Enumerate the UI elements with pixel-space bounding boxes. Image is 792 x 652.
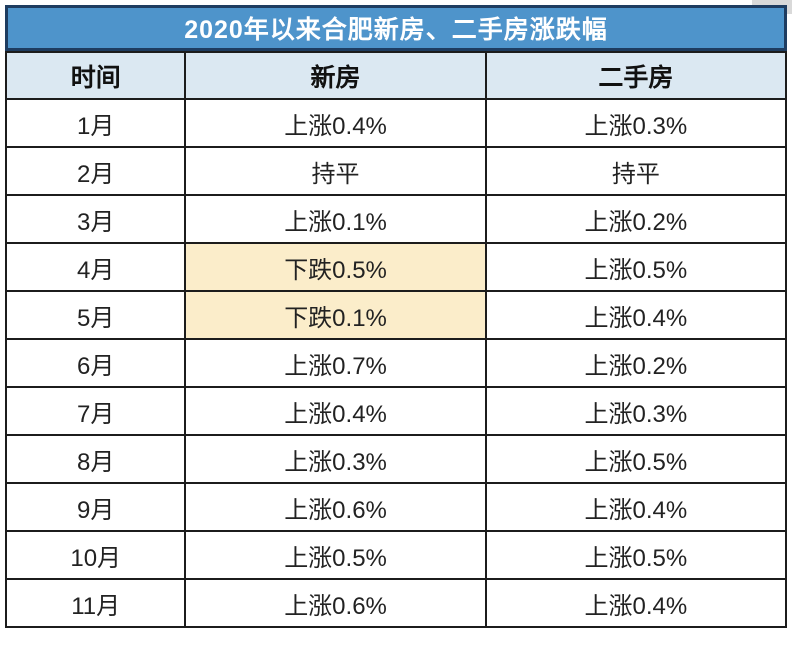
second-hand-cell: 上涨0.4% — [484, 578, 788, 628]
month-cell: 11月 — [4, 578, 187, 628]
month-cell: 5月 — [4, 290, 187, 340]
second-hand-cell: 上涨0.3% — [484, 386, 788, 436]
table-row: 11月 上涨0.6% 上涨0.4% — [4, 578, 788, 628]
new-home-cell: 上涨0.7% — [184, 338, 487, 388]
month-cell: 10月 — [4, 530, 187, 580]
month-cell: 7月 — [4, 386, 187, 436]
second-hand-cell: 持平 — [484, 146, 788, 196]
table-row: 1月 上涨0.4% 上涨0.3% — [4, 98, 788, 148]
month-cell: 3月 — [4, 194, 187, 244]
table-row: 3月 上涨0.1% 上涨0.2% — [4, 194, 788, 244]
second-hand-cell: 上涨0.3% — [484, 98, 788, 148]
column-header-new-home: 新房 — [184, 51, 487, 100]
second-hand-cell: 上涨0.4% — [484, 482, 788, 532]
new-home-cell: 上涨0.3% — [184, 434, 487, 484]
table-row: 7月 上涨0.4% 上涨0.3% — [4, 386, 788, 436]
new-home-cell: 上涨0.6% — [184, 482, 487, 532]
second-hand-cell: 上涨0.5% — [484, 242, 788, 292]
month-cell: 2月 — [4, 146, 187, 196]
table-row: 6月 上涨0.7% 上涨0.2% — [4, 338, 788, 388]
new-home-cell: 下跌0.1% — [184, 290, 487, 340]
table-row: 2月 持平 持平 — [4, 146, 788, 196]
table-row: 5月 下跌0.1% 上涨0.4% — [4, 290, 788, 340]
new-home-cell: 上涨0.4% — [184, 386, 487, 436]
table-row: 9月 上涨0.6% 上涨0.4% — [4, 482, 788, 532]
second-hand-cell: 上涨0.4% — [484, 290, 788, 340]
new-home-cell: 上涨0.1% — [184, 194, 487, 244]
new-home-cell: 上涨0.4% — [184, 98, 487, 148]
table-row: 8月 上涨0.3% 上涨0.5% — [4, 434, 788, 484]
table-title: 2020年以来合肥新房、二手房涨跌幅 — [5, 5, 787, 51]
second-hand-cell: 上涨0.2% — [484, 194, 788, 244]
month-cell: 8月 — [4, 434, 187, 484]
new-home-cell: 下跌0.5% — [184, 242, 487, 292]
header-row: 时间 新房 二手房 — [4, 51, 788, 100]
second-hand-cell: 上涨0.5% — [484, 530, 788, 580]
column-header-time: 时间 — [4, 51, 187, 100]
table-row: 4月 下跌0.5% 上涨0.5% — [4, 242, 788, 292]
price-table-container: 2020年以来合肥新房、二手房涨跌幅 时间 新房 二手房 1月 上涨0.4% 上… — [4, 5, 788, 628]
second-hand-cell: 上涨0.5% — [484, 434, 788, 484]
month-cell: 6月 — [4, 338, 187, 388]
table-row: 10月 上涨0.5% 上涨0.5% — [4, 530, 788, 580]
month-cell: 9月 — [4, 482, 187, 532]
new-home-cell: 上涨0.6% — [184, 578, 487, 628]
price-table: 时间 新房 二手房 1月 上涨0.4% 上涨0.3% 2月 持平 持平 3月 上… — [4, 51, 788, 628]
second-hand-cell: 上涨0.2% — [484, 338, 788, 388]
table-body: 1月 上涨0.4% 上涨0.3% 2月 持平 持平 3月 上涨0.1% 上涨0.… — [4, 98, 788, 628]
month-cell: 4月 — [4, 242, 187, 292]
new-home-cell: 持平 — [184, 146, 487, 196]
column-header-second-hand: 二手房 — [484, 51, 788, 100]
new-home-cell: 上涨0.5% — [184, 530, 487, 580]
month-cell: 1月 — [4, 98, 187, 148]
